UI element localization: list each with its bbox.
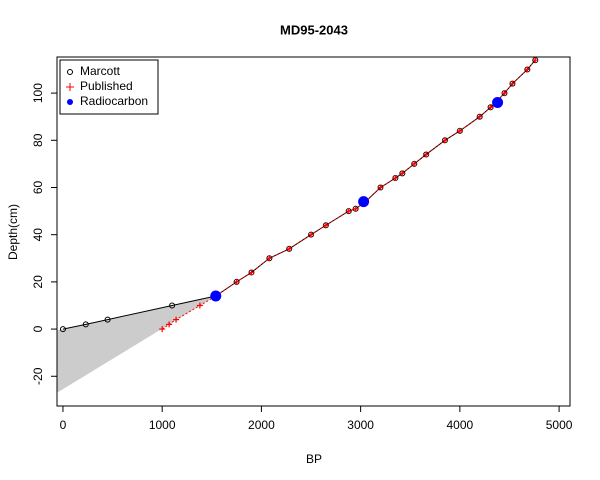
point	[492, 97, 504, 109]
point	[59, 326, 66, 333]
legend-marker	[66, 83, 74, 91]
x-tick-label: 5000	[546, 418, 573, 432]
point	[286, 245, 293, 252]
point	[210, 290, 222, 302]
point	[173, 316, 180, 323]
point	[104, 316, 111, 323]
y-tick-label: -20	[31, 367, 45, 385]
point	[441, 137, 448, 144]
point	[399, 170, 406, 177]
point	[358, 196, 370, 208]
chart-title: MD95-2043	[280, 22, 348, 37]
y-tick-label: 100	[31, 83, 45, 103]
point	[352, 205, 359, 212]
point	[82, 321, 89, 328]
point	[308, 231, 315, 238]
point	[322, 222, 329, 229]
x-tick-label: 3000	[347, 418, 374, 432]
x-axis-label: BP	[306, 452, 322, 466]
point	[233, 278, 240, 285]
point	[524, 66, 531, 73]
point	[456, 127, 463, 134]
point	[476, 113, 483, 120]
point	[345, 208, 352, 215]
plot-frame	[56, 56, 571, 407]
point	[392, 175, 399, 182]
y-tick-label: 40	[31, 228, 45, 242]
x-tick-label: 4000	[447, 418, 474, 432]
plot-area	[57, 57, 539, 393]
point	[487, 104, 494, 111]
x-tick-label: 0	[60, 418, 67, 432]
legend-label: Marcott	[80, 64, 121, 78]
legend-marker	[67, 69, 73, 75]
y-tick-label: 0	[31, 325, 45, 332]
point	[266, 255, 273, 262]
point	[532, 57, 539, 64]
x-tick-label: 1000	[149, 418, 176, 432]
point	[411, 160, 418, 167]
point	[166, 321, 173, 328]
legend-marker	[67, 99, 73, 105]
y-tick-label: 80	[31, 133, 45, 147]
point	[196, 302, 203, 309]
point	[159, 326, 166, 333]
legend-box	[59, 59, 159, 115]
point	[248, 269, 255, 276]
point	[377, 184, 384, 191]
point	[169, 302, 176, 309]
legend-label: Published	[80, 79, 133, 93]
point	[501, 90, 508, 97]
x-tick-label: 2000	[248, 418, 275, 432]
point	[423, 151, 430, 158]
legend-label: Radiocarbon	[80, 94, 148, 108]
y-tick-label: 20	[31, 275, 45, 289]
point	[509, 80, 516, 87]
y-axis-label: Depth(cm)	[6, 204, 20, 260]
y-tick-label: 60	[31, 180, 45, 194]
